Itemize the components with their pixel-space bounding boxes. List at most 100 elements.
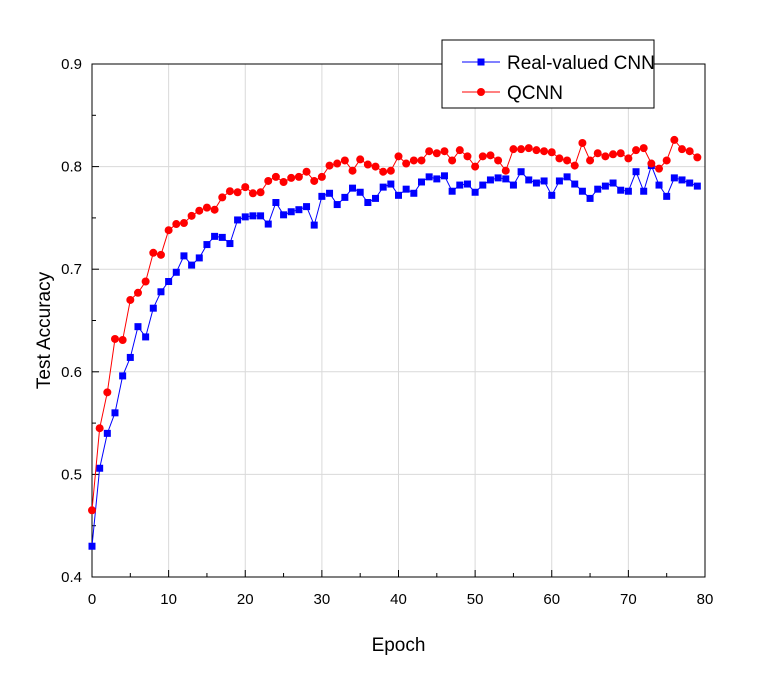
legend-item-real-valued-cnn: Real-valued CNN [462, 53, 655, 74]
data-point [425, 173, 433, 181]
data-point [609, 179, 617, 187]
data-point [456, 181, 464, 189]
data-point [103, 388, 112, 397]
data-point [142, 333, 150, 341]
data-point [348, 166, 357, 175]
x-tick-label: 40 [390, 591, 407, 608]
data-point [280, 211, 288, 219]
data-point [96, 464, 104, 472]
data-point [195, 206, 204, 215]
data-point [448, 156, 457, 165]
legend-marker-real-valued-cnn [477, 58, 485, 66]
data-point [578, 139, 587, 148]
y-tick-label: 0.4 [61, 569, 82, 586]
data-point [302, 167, 311, 176]
x-tick-label: 70 [620, 591, 637, 608]
x-tick-label: 10 [160, 591, 177, 608]
data-point [164, 226, 173, 235]
data-point [157, 288, 165, 296]
data-point [593, 149, 602, 158]
data-point [693, 182, 701, 190]
axes: 0 10 20 30 40 50 60 70 80 0.4 0.5 0.6 0.7 0.8 0.9 [61, 56, 713, 608]
data-point [326, 189, 334, 197]
series-real-valued-cnn [88, 162, 701, 550]
data-point [317, 172, 326, 181]
data-point [395, 191, 402, 199]
data-point [257, 212, 265, 220]
data-point [624, 187, 632, 195]
x-tick-label: 30 [314, 591, 331, 608]
data-point [463, 152, 472, 161]
data-point [386, 166, 395, 175]
data-point [118, 335, 127, 344]
data-point [202, 203, 211, 212]
data-point [279, 177, 288, 186]
y-tick-label: 0.9 [61, 56, 82, 73]
data-point [647, 159, 656, 168]
data-point [548, 191, 556, 199]
data-point [233, 188, 242, 197]
data-point [363, 160, 372, 169]
data-point [486, 151, 495, 160]
x-tick-label: 80 [697, 591, 714, 608]
data-point [241, 213, 249, 221]
data-point [149, 304, 157, 312]
data-point [318, 192, 326, 200]
data-point [685, 147, 694, 156]
legend-box [441, 39, 655, 109]
x-tick-label: 0 [88, 591, 96, 608]
data-point [586, 156, 595, 165]
data-point [172, 220, 181, 229]
grid [92, 64, 705, 577]
data-point [440, 172, 448, 180]
legend-item-qcnn: QCNN [462, 83, 563, 104]
series-line [91, 138, 698, 511]
x-axis-title: Epoch [372, 635, 426, 656]
data-point [126, 295, 135, 304]
data-point [509, 181, 517, 189]
data-point [88, 506, 96, 515]
data-point [440, 147, 449, 156]
data-point [149, 248, 158, 257]
data-point [432, 149, 441, 158]
legend-label-real-valued-cnn: Real-valued CNN [507, 53, 655, 74]
data-point [502, 175, 510, 183]
data-point [402, 159, 411, 168]
data-point [524, 144, 533, 153]
data-point [119, 372, 127, 380]
y-tick-label: 0.8 [61, 159, 82, 176]
data-point [134, 323, 142, 331]
data-point [272, 199, 280, 207]
data-point [670, 135, 679, 144]
legend-marker-qcnn [477, 88, 485, 96]
data-point [203, 241, 211, 249]
data-point [448, 187, 456, 195]
data-point [601, 152, 610, 161]
data-point [670, 174, 678, 182]
data-point [156, 250, 165, 259]
data-point [126, 353, 134, 361]
data-point [172, 268, 180, 276]
data-point [234, 216, 242, 224]
data-point [494, 174, 502, 182]
data-point [141, 277, 150, 286]
data-point [494, 156, 503, 165]
data-point [678, 176, 686, 184]
data-point [264, 176, 273, 185]
data-point [379, 183, 387, 191]
data-point [571, 180, 579, 188]
legend-label-qcnn: QCNN [507, 83, 563, 104]
series-layer [88, 135, 702, 550]
y-tick-label: 0.5 [61, 466, 82, 483]
data-point [248, 189, 257, 198]
data-point [325, 161, 334, 170]
data-point [410, 189, 418, 197]
data-point [226, 240, 234, 248]
data-point [294, 172, 303, 181]
data-point [540, 147, 549, 156]
data-point [417, 156, 426, 165]
data-point [180, 252, 188, 260]
data-point [609, 150, 618, 159]
data-point [540, 177, 548, 185]
